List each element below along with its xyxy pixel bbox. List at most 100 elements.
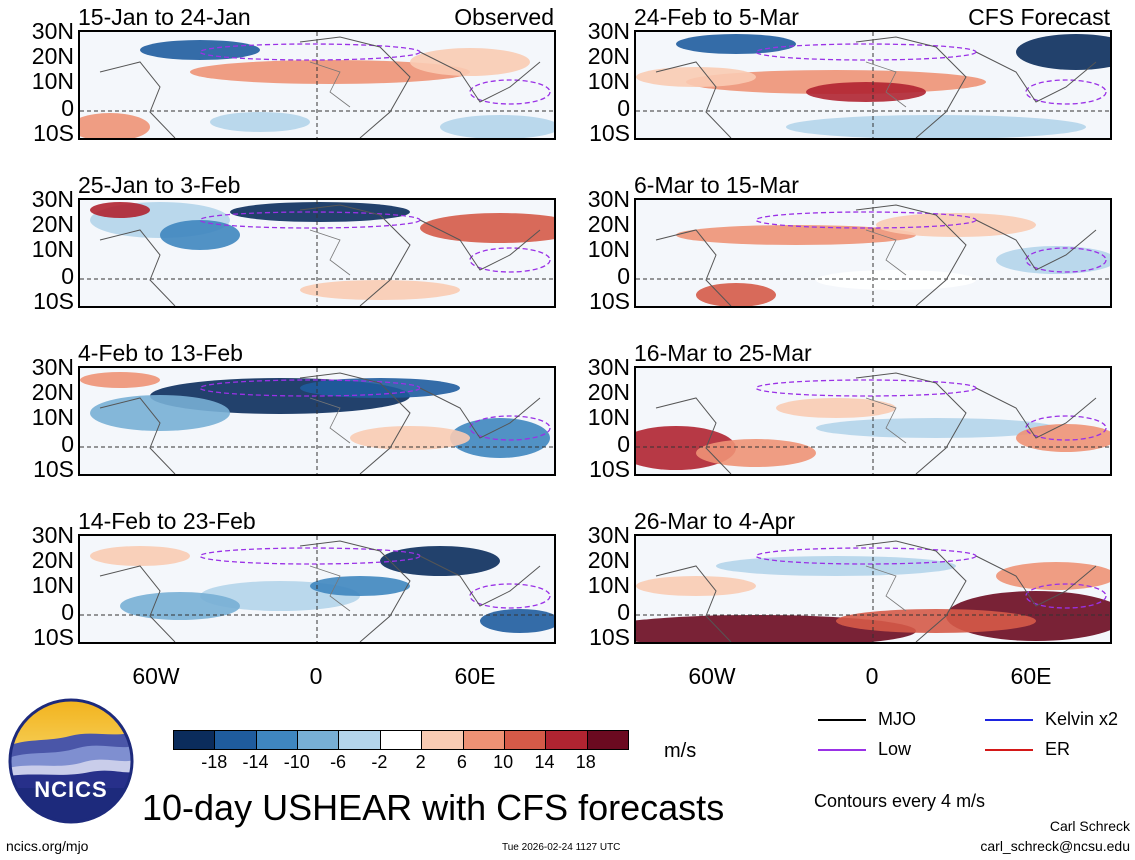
y-tick-left-row2-0: 30N — [31, 186, 74, 212]
legend-label-kelvin: Kelvin x2 — [1045, 709, 1119, 729]
x-tick-60e-right: 60E — [1010, 663, 1052, 689]
observed-map-panel-2 — [78, 198, 556, 308]
observed-map-panel-3 — [78, 366, 556, 476]
y-tick-left-row1-4: 10S — [33, 120, 74, 146]
panel-title-left-2: 25-Jan to 3-Feb — [78, 172, 241, 198]
legend-line-low — [818, 749, 866, 751]
y-tick-right-row3-3: 0 — [617, 431, 630, 457]
colorbar-label-9: 18 — [575, 752, 596, 772]
panel-title-left-1: 15-Jan to 24-Jan — [78, 4, 251, 30]
colorbar-label-5: 2 — [415, 752, 426, 772]
author-email[interactable]: carl_schreck@ncsu.edu — [980, 838, 1130, 854]
forecast-map-panel-2 — [634, 198, 1112, 308]
x-tick-60w-left: 60W — [132, 663, 180, 689]
legend-line-kelvin — [985, 719, 1033, 721]
x-tick-0-left: 0 — [309, 663, 323, 689]
y-tick-right-row4-0: 30N — [587, 522, 630, 548]
y-tick-left-row2-2: 10N — [31, 236, 74, 262]
y-tick-right-row4-4: 10S — [589, 624, 630, 650]
y-tick-left-row1-2: 10N — [31, 68, 74, 94]
main-title: 10-day USHEAR with CFS forecasts — [142, 787, 725, 828]
colorbar-label-3: -6 — [330, 752, 347, 772]
y-tick-left-row4-4: 10S — [33, 624, 74, 650]
y-tick-right-row4-2: 10N — [587, 572, 630, 598]
colorbar-swatch-9 — [545, 731, 587, 749]
ncics-logo — [8, 698, 134, 824]
colorbar-label-6: 6 — [456, 752, 467, 772]
y-tick-right-row2-1: 20N — [587, 211, 630, 237]
y-tick-left-row3-1: 20N — [31, 379, 74, 405]
timestamp: Tue 2026-02-24 1127 UTC — [502, 842, 621, 853]
panel-title-right-4: 26-Mar to 4-Apr — [634, 508, 796, 534]
y-tick-left-row2-1: 20N — [31, 211, 74, 237]
colorbar-label-7: 10 — [493, 752, 514, 772]
colorbar-swatch-5 — [379, 731, 422, 749]
y-tick-right-row4-3: 0 — [617, 599, 630, 625]
observed-map-panel-4 — [78, 534, 556, 644]
y-tick-right-row4-1: 20N — [587, 547, 630, 573]
y-tick-right-row2-2: 10N — [587, 236, 630, 262]
colorbar-swatch-4 — [338, 731, 380, 749]
y-tick-right-row3-4: 10S — [589, 456, 630, 482]
y-tick-left-row3-0: 30N — [31, 354, 74, 380]
y-tick-right-row3-1: 20N — [587, 379, 630, 405]
colorbar-swatch-0 — [174, 731, 215, 749]
y-tick-left-row2-4: 10S — [33, 288, 74, 314]
colorbar-swatch-10 — [586, 731, 628, 749]
ncics-logo-icon — [8, 698, 134, 824]
colorbar-swatch-8 — [503, 731, 546, 749]
y-tick-left-row3-2: 10N — [31, 404, 74, 430]
y-tick-left-row1-1: 20N — [31, 43, 74, 69]
y-tick-right-row3-0: 30N — [587, 354, 630, 380]
y-tick-left-row4-2: 10N — [31, 572, 74, 598]
x-tick-0-right: 0 — [865, 663, 879, 689]
panel-title-right-2: 6-Mar to 15-Mar — [634, 172, 799, 198]
legend-line-er — [985, 749, 1033, 751]
observed-map-panel-1 — [78, 30, 556, 140]
colorbar-swatch-3 — [297, 731, 339, 749]
y-tick-left-row2-3: 0 — [61, 263, 74, 289]
colorbar-label-0: -18 — [201, 752, 228, 772]
y-tick-left-row3-4: 10S — [33, 456, 74, 482]
panel-title-left-4: 14-Feb to 23-Feb — [78, 508, 256, 534]
y-tick-right-row2-4: 10S — [589, 288, 630, 314]
legend-label-mjo: MJO — [878, 709, 916, 729]
colorbar-swatch-1 — [214, 731, 256, 749]
contours-note: Contours every 4 m/s — [814, 791, 986, 811]
website-link[interactable]: ncics.org/mjo — [6, 838, 89, 854]
colorbar-label-8: 14 — [534, 752, 555, 772]
y-tick-right-row1-1: 20N — [587, 43, 630, 69]
y-tick-right-row2-0: 30N — [587, 186, 630, 212]
legend-label-low: Low — [878, 739, 912, 759]
y-tick-left-row3-3: 0 — [61, 431, 74, 457]
panel-tag-cfs-forecast: CFS Forecast — [968, 4, 1110, 30]
y-tick-right-row1-4: 10S — [589, 120, 630, 146]
y-tick-right-row1-2: 10N — [587, 68, 630, 94]
panel-title-left-3: 4-Feb to 13-Feb — [78, 340, 243, 366]
author-name: Carl Schreck — [1049, 818, 1130, 834]
forecast-map-panel-3 — [634, 366, 1112, 476]
y-tick-left-row1-3: 0 — [61, 95, 74, 121]
logo-text: NCICS — [34, 777, 108, 802]
y-tick-right-row2-3: 0 — [617, 263, 630, 289]
y-tick-left-row4-1: 20N — [31, 547, 74, 573]
legend-label-er: ER — [1045, 739, 1071, 759]
y-tick-left-row1-0: 30N — [31, 18, 74, 44]
forecast-map-panel-4 — [634, 534, 1112, 644]
colorbar-label-1: -14 — [242, 752, 269, 772]
colorbar-label-4: -2 — [371, 752, 388, 772]
y-tick-right-row3-2: 10N — [587, 404, 630, 430]
y-tick-left-row4-0: 30N — [31, 522, 74, 548]
y-tick-right-row1-0: 30N — [587, 18, 630, 44]
forecast-map-panel-1 — [634, 30, 1112, 140]
colorbar-unit: m/s — [664, 740, 697, 762]
y-tick-left-row4-3: 0 — [61, 599, 74, 625]
colorbar-swatch-2 — [255, 731, 298, 749]
colorbar-label-2: -10 — [283, 752, 310, 772]
panel-title-right-3: 16-Mar to 25-Mar — [634, 340, 812, 366]
panel-title-right-1: 24-Feb to 5-Mar — [634, 4, 799, 30]
legend-line-mjo — [818, 719, 866, 721]
x-tick-60e-left: 60E — [454, 663, 496, 689]
colorbar-swatch-7 — [462, 731, 504, 749]
panel-tag-observed: Observed — [454, 4, 554, 30]
